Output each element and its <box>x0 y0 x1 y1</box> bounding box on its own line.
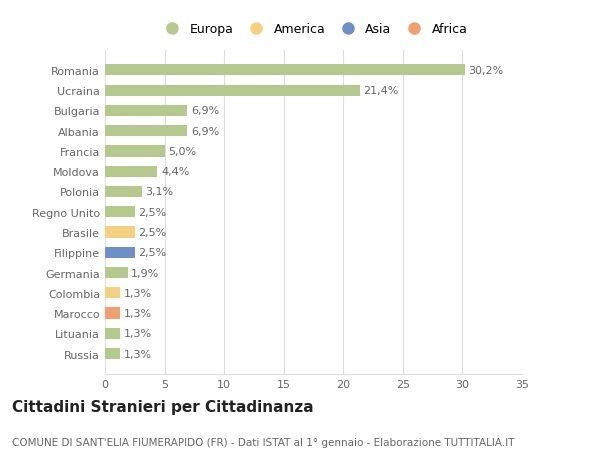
Text: 1,9%: 1,9% <box>131 268 160 278</box>
Bar <box>105 348 121 359</box>
Bar <box>105 146 164 157</box>
Bar <box>105 85 360 96</box>
Bar <box>105 247 135 258</box>
Text: 1,3%: 1,3% <box>124 288 152 298</box>
Text: 2,5%: 2,5% <box>139 228 167 237</box>
Text: COMUNE DI SANT'ELIA FIUMERAPIDO (FR) - Dati ISTAT al 1° gennaio - Elaborazione T: COMUNE DI SANT'ELIA FIUMERAPIDO (FR) - D… <box>12 437 515 447</box>
Text: 5,0%: 5,0% <box>168 146 196 157</box>
Text: 4,4%: 4,4% <box>161 167 190 177</box>
Text: 1,3%: 1,3% <box>124 329 152 339</box>
Bar <box>105 288 121 299</box>
Text: Cittadini Stranieri per Cittadinanza: Cittadini Stranieri per Cittadinanza <box>12 399 314 414</box>
Bar <box>105 126 187 137</box>
Text: 2,5%: 2,5% <box>139 207 167 217</box>
Bar <box>105 227 135 238</box>
Bar <box>105 328 121 339</box>
Text: 3,1%: 3,1% <box>146 187 173 197</box>
Text: 2,5%: 2,5% <box>139 248 167 257</box>
Legend: Europa, America, Asia, Africa: Europa, America, Asia, Africa <box>155 18 472 41</box>
Text: 1,3%: 1,3% <box>124 349 152 359</box>
Bar <box>105 166 157 178</box>
Text: 6,9%: 6,9% <box>191 106 219 116</box>
Text: 6,9%: 6,9% <box>191 126 219 136</box>
Bar <box>105 207 135 218</box>
Bar <box>105 308 121 319</box>
Bar <box>105 106 187 117</box>
Text: 1,3%: 1,3% <box>124 308 152 319</box>
Bar <box>105 186 142 198</box>
Text: 21,4%: 21,4% <box>364 86 399 96</box>
Text: 30,2%: 30,2% <box>469 66 503 76</box>
Bar <box>105 268 128 279</box>
Bar <box>105 65 465 76</box>
